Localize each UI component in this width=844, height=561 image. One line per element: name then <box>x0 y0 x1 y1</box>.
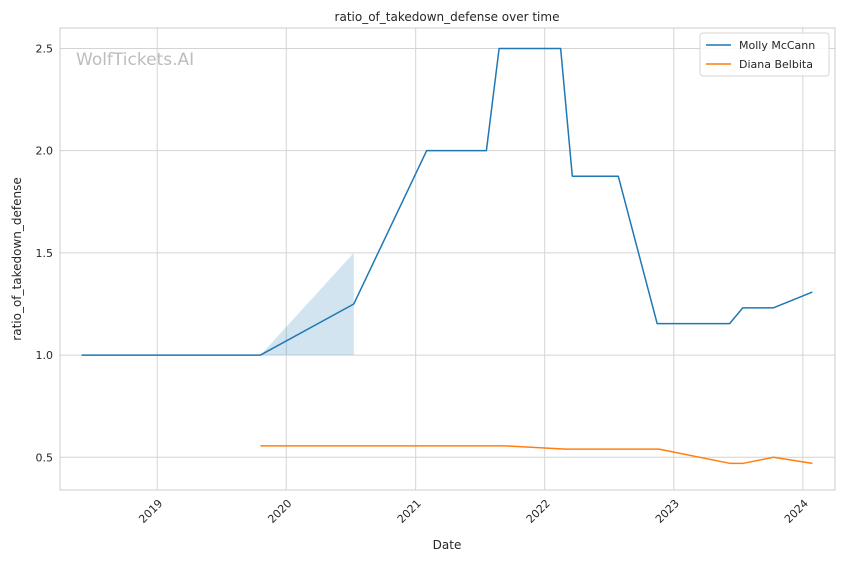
confidence-bands <box>260 252 354 356</box>
y-tick-label: 0.5 <box>36 451 54 464</box>
y-axis-ticks: 0.5 1.0 1.5 2.0 2.5 <box>36 42 54 464</box>
x-tick-label: 2024 <box>782 497 811 526</box>
legend-box <box>699 32 830 77</box>
legend-label-molly-mccann: Molly McCann <box>739 39 815 52</box>
x-tick-label: 2022 <box>524 497 553 526</box>
x-tick-label: 2021 <box>395 497 424 526</box>
y-axis-label: ratio_of_takedown_defense <box>10 177 24 340</box>
y-tick-label: 1.0 <box>36 349 54 362</box>
grid <box>60 28 835 490</box>
x-axis-ticks: 2019 2020 2021 2022 2023 2024 <box>136 497 811 526</box>
x-tick-label: 2023 <box>653 497 682 526</box>
confidence-band-molly-mccann <box>260 252 354 356</box>
y-tick-label: 2.0 <box>36 145 54 158</box>
x-tick-label: 2020 <box>265 497 294 526</box>
watermark: WolfTickets.AI <box>76 50 194 70</box>
series-line-diana-belbita <box>260 445 813 465</box>
chart-title: ratio_of_takedown_defense over time <box>335 10 560 24</box>
legend-label-diana-belbita: Diana Belbita <box>739 58 813 71</box>
series-line-molly-mccann <box>81 47 813 356</box>
plot-border <box>59 27 836 491</box>
y-tick-label: 2.5 <box>36 42 54 55</box>
legend: Molly McCann Diana Belbita <box>699 32 830 77</box>
x-tick-label: 2019 <box>136 497 165 526</box>
series-lines <box>81 47 813 465</box>
plot-area <box>60 28 835 490</box>
y-tick-label: 1.5 <box>36 247 54 260</box>
x-axis-label: Date <box>433 538 462 552</box>
